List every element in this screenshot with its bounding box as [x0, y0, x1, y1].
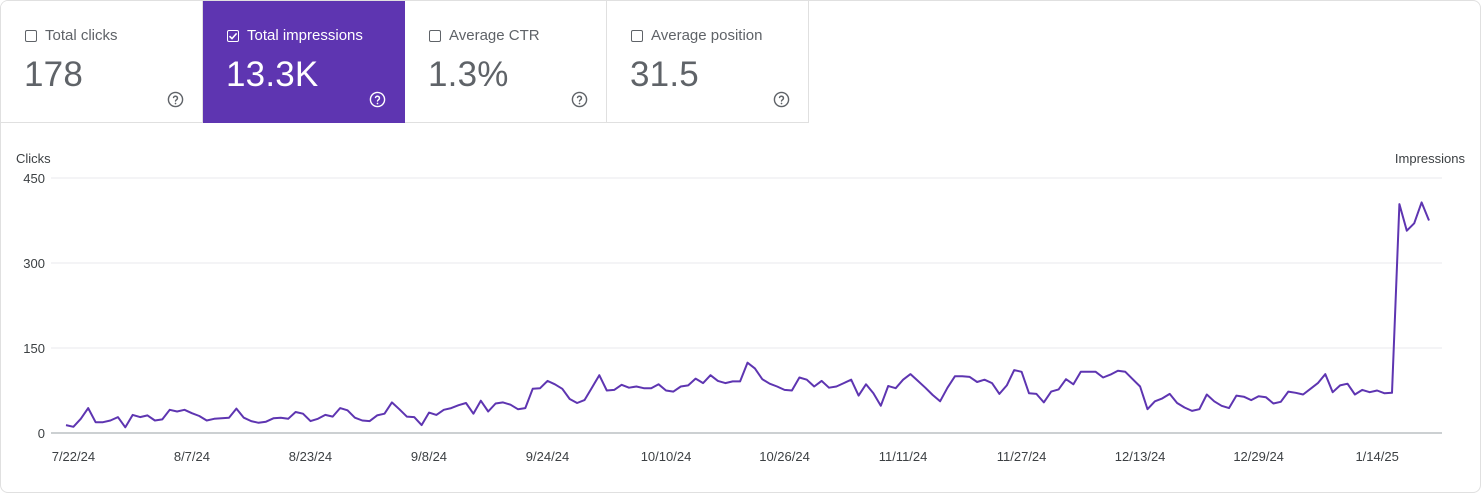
- x-tick-label: 10/26/24: [759, 449, 810, 464]
- x-tick-label: 12/29/24: [1233, 449, 1284, 464]
- help-circle-icon[interactable]: [369, 91, 386, 108]
- x-tick-label: 10/10/24: [641, 449, 692, 464]
- x-tick-label: 8/23/24: [289, 449, 332, 464]
- x-tick-label: 1/14/25: [1355, 449, 1398, 464]
- x-tick-label: 12/13/24: [1115, 449, 1166, 464]
- x-tick-label: 8/7/24: [174, 449, 210, 464]
- metric-value: 178: [24, 55, 83, 94]
- metric-header: Total clicks: [25, 27, 118, 44]
- help-circle-icon[interactable]: [571, 91, 588, 108]
- y-tick-label: 300: [23, 256, 45, 271]
- x-tick-label: 11/11/24: [879, 449, 928, 464]
- metric-checkbox[interactable]: [227, 29, 239, 42]
- x-tick-label: 9/8/24: [411, 449, 447, 464]
- x-axis-ticks: 7/22/24 8/7/24 8/23/24 9/8/24 9/24/24 10/10/2…: [52, 449, 1399, 464]
- metric-tab-total-impressions[interactable]: Total impressions 13.3K: [203, 1, 405, 123]
- y-tick-label: 0: [38, 426, 45, 441]
- metric-value: 13.3K: [226, 55, 319, 94]
- y-tick-label: 150: [23, 341, 45, 356]
- metric-tab-average-position[interactable]: Average position 31.5: [607, 1, 809, 123]
- metric-tab-total-clicks[interactable]: Total clicks 178: [1, 1, 203, 123]
- right-axis-title: Impressions: [1395, 151, 1466, 166]
- metric-label: Average position: [651, 27, 763, 44]
- metric-tab-average-ctr[interactable]: Average CTR 1.3%: [405, 1, 607, 123]
- y-axis-ticks: 0 150 300 450: [23, 171, 45, 441]
- help-circle-icon[interactable]: [773, 91, 790, 108]
- metric-tabs: Total clicks 178 Total impressions 13.3K Ave…: [1, 1, 809, 123]
- x-tick-label: 7/22/24: [52, 449, 95, 464]
- left-axis-title: Clicks: [16, 151, 51, 166]
- metric-value: 31.5: [630, 55, 699, 94]
- series-lines: [65, 201, 1430, 429]
- metric-label: Total clicks: [45, 27, 118, 44]
- metric-checkbox[interactable]: [429, 29, 441, 42]
- metric-header: Average CTR: [429, 27, 540, 44]
- metric-header: Total impressions: [227, 27, 363, 44]
- metric-header: Average position: [631, 27, 762, 44]
- metric-value: 1.3%: [428, 55, 509, 94]
- help-circle-icon[interactable]: [167, 91, 184, 108]
- series-line-total-impressions: [65, 201, 1430, 429]
- x-tick-label: 11/27/24: [997, 449, 1047, 464]
- metric-checkbox[interactable]: [25, 29, 37, 42]
- grid-lines: [51, 177, 1442, 434]
- metric-checkbox[interactable]: [631, 29, 643, 42]
- x-tick-label: 9/24/24: [526, 449, 569, 464]
- metric-label: Total impressions: [247, 27, 363, 44]
- metric-label: Average CTR: [449, 27, 540, 44]
- y-tick-label: 450: [23, 171, 45, 186]
- check-icon: [228, 32, 238, 40]
